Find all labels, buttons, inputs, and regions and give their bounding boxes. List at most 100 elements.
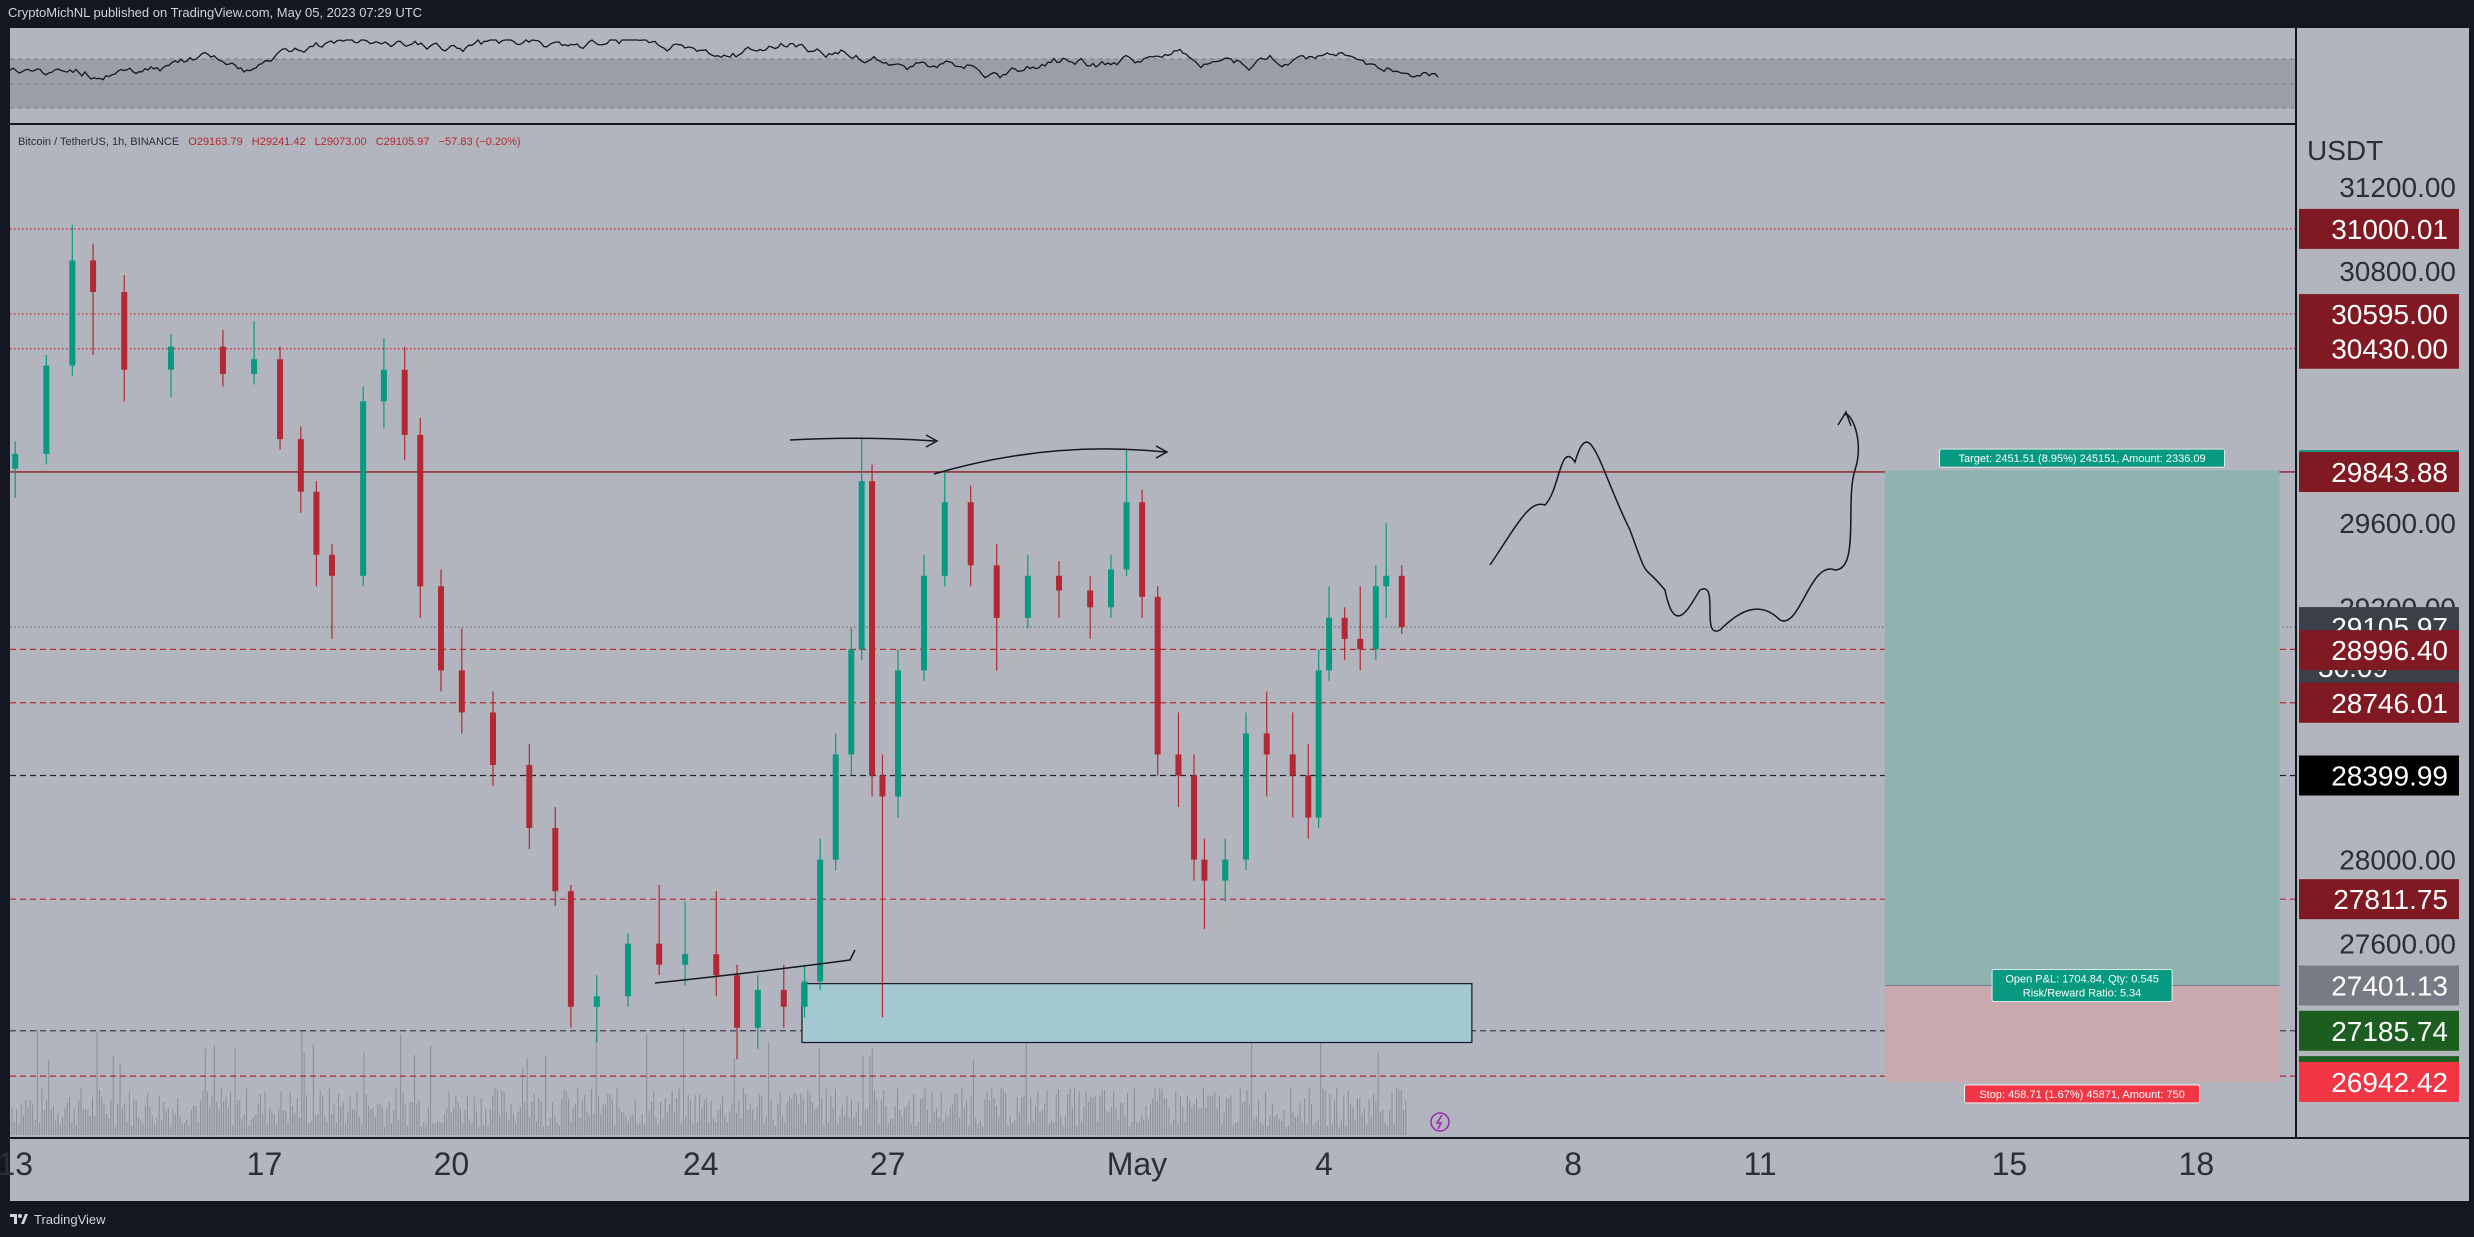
stop-label: Stop: 458.71 (1.67%) 45871, Amount: 750	[1964, 1084, 2200, 1104]
price-label-11: 27185.74	[2299, 1010, 2459, 1051]
x-tick-1: 17	[247, 1146, 283, 1182]
price-label-text-8: 28399.99	[2331, 761, 2448, 792]
drawn-arrow-2[interactable]	[933, 448, 1166, 475]
price-label-4: 29843.88	[2299, 451, 2459, 492]
drawn-arrow-1-head[interactable]	[925, 434, 939, 448]
pnl-label-text-1: Risk/Reward Ratio: 5.34	[2023, 987, 2142, 999]
price-label-bg-2	[2299, 328, 2459, 369]
footer: TradingView	[0, 1204, 2474, 1236]
symbol-name: Bitcoin / TetherUS, 1h, BINANCE	[18, 136, 179, 148]
candle-body-53	[1242, 733, 1249, 860]
candle-body-54	[1263, 733, 1270, 755]
candle-body-18	[489, 712, 496, 765]
drawn-arrow-2-head[interactable]	[1155, 445, 1169, 459]
x-tick-10: 18	[2179, 1146, 2215, 1182]
price-label-bg-13	[2299, 1061, 2459, 1102]
candle-body-36	[879, 775, 886, 797]
candle-body-63	[1398, 575, 1405, 628]
candle-body-58	[1326, 617, 1333, 671]
candle-body-33	[848, 649, 855, 755]
candle-body-31	[817, 859, 824, 982]
y-tick-2: 29600.00	[2339, 508, 2456, 539]
candle-body-50	[1191, 775, 1198, 860]
price-label-6: 28996.40	[2299, 630, 2459, 671]
drawn-arrow-1[interactable]	[789, 437, 936, 442]
candle-body-26	[713, 954, 720, 976]
candle-body-27	[734, 975, 741, 1028]
pnl-label-bg	[1991, 969, 2173, 1002]
x-tick-4: 27	[870, 1146, 906, 1182]
projection-path[interactable]	[1489, 413, 1860, 632]
candle-body-32	[832, 754, 839, 860]
candle-body-9	[297, 439, 304, 492]
candle-body-3	[90, 260, 97, 292]
price-label-text-1: 30595.00	[2331, 299, 2448, 330]
candle-body-1	[43, 365, 50, 454]
volume-bars	[11, 1027, 1407, 1135]
rsi-line	[9, 39, 1439, 81]
x-tick-0: 13	[0, 1146, 33, 1182]
candle-body-35	[869, 481, 876, 776]
candles	[12, 224, 1405, 1060]
candle-body-23	[624, 943, 631, 997]
candle-body-43	[1056, 575, 1063, 591]
price-label-text-6: 28996.40	[2331, 635, 2448, 666]
candle-body-4	[121, 291, 128, 370]
price-label-text-0: 31000.01	[2331, 214, 2448, 245]
candle-body-56	[1305, 775, 1312, 818]
price-label-1: 30595.00	[2299, 294, 2459, 335]
candle-body-47	[1139, 502, 1146, 597]
currency-label: USDT	[2307, 135, 2383, 166]
candle-body-7	[251, 359, 258, 374]
candle-body-52	[1222, 859, 1229, 881]
y-tick-0: 31200.00	[2339, 172, 2456, 203]
candle-body-2	[69, 260, 76, 366]
drawings[interactable]	[654, 410, 1860, 984]
long-position[interactable]: Target: 2451.51 (8.95%) 245151, Amount: …	[1884, 448, 2280, 1104]
price-label-10: 27401.13	[2299, 965, 2459, 1006]
ohlc-low: L29073.00	[315, 136, 367, 148]
projection-arrow-head[interactable]	[1837, 410, 1852, 427]
candle-body-6	[219, 346, 226, 374]
candle-body-30	[801, 981, 808, 1007]
x-tick-7: 8	[1564, 1146, 1582, 1182]
target-label-text-0: Target: 2451.51 (8.95%) 245151, Amount: …	[1959, 453, 2206, 465]
price-label-bg-9	[2299, 879, 2459, 920]
candle-body-46	[1123, 502, 1130, 570]
position-profit-zone	[1884, 470, 2280, 986]
demand-zone-rect	[801, 983, 1473, 1044]
svg-text:Bitcoin / TetherUS, 1h, BINANC: Bitcoin / TetherUS, 1h, BINANCE O29163.7…	[18, 136, 521, 148]
candle-body-13	[380, 369, 387, 402]
lightning-marker[interactable]	[1430, 1112, 1450, 1132]
price-label-bg-10	[2299, 965, 2459, 1006]
time-axis-ticks: 13 17 20 24 27 May 4 8 11 15 18	[0, 1146, 2214, 1182]
price-label-text-13: 26942.42	[2331, 1067, 2448, 1098]
candle-body-11	[328, 554, 335, 576]
candle-body-17	[458, 670, 465, 713]
y-tick-1: 30800.00	[2339, 256, 2456, 287]
demand-zone[interactable]	[801, 983, 1473, 1044]
candle-body-22	[593, 996, 600, 1007]
ohlc-high: H29241.42	[252, 136, 306, 148]
candle-body-37	[895, 670, 902, 797]
drawn-line-base[interactable]	[654, 949, 856, 984]
y-tick-5: 27600.00	[2339, 929, 2456, 960]
price-label-2: 30430.00	[2299, 328, 2459, 369]
time-scale	[10, 1139, 2469, 1201]
candle-body-10	[313, 491, 320, 555]
price-label-bg-7	[2299, 682, 2459, 723]
target-label-bg	[1939, 448, 2225, 468]
y-tick-4: 28000.00	[2339, 845, 2456, 876]
candle-body-16	[438, 586, 445, 671]
candle-body-5	[167, 346, 174, 370]
price-label-text-10: 27401.13	[2331, 970, 2448, 1001]
candle-body-8	[277, 359, 284, 440]
candle-body-57	[1315, 670, 1322, 818]
candle-body-55	[1289, 754, 1296, 776]
price-label-text-4: 29843.88	[2331, 457, 2448, 488]
candle-body-15	[417, 434, 424, 587]
indicator-band	[10, 59, 2295, 108]
candle-body-49	[1175, 754, 1182, 776]
candle-body-39	[941, 502, 948, 576]
